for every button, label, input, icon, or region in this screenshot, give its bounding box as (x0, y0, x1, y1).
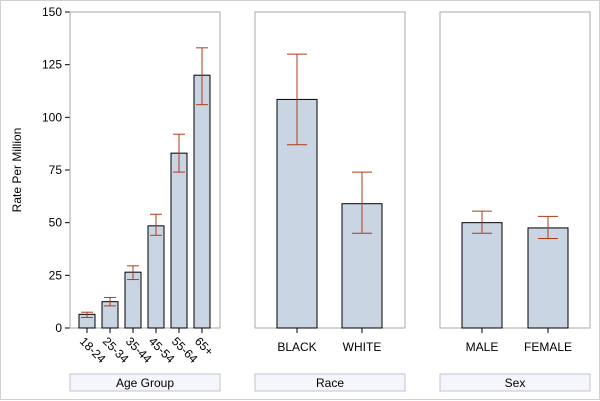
y-tick-label-100: 100 (42, 110, 62, 124)
panel-title-box-0 (69, 373, 221, 392)
y-tick-label-125: 125 (42, 58, 62, 72)
bar-65+ (193, 74, 211, 329)
panel-title-box-1 (254, 373, 406, 392)
panel-title-box-2 (439, 373, 591, 392)
y-tick-label-150: 150 (42, 5, 62, 19)
y-tick-label-0: 0 (55, 321, 62, 335)
bar-45-54 (147, 225, 165, 329)
panel-title-1: Race (316, 376, 344, 390)
panel-title-2: Sex (505, 376, 526, 390)
panel-frame-1 (254, 11, 406, 329)
bar-MALE (461, 222, 503, 329)
y-tick-label-25: 25 (49, 268, 63, 282)
x-tick-label-BLACK: BLACK (277, 340, 316, 354)
y-axis-label: Rate Per Million (10, 128, 24, 213)
y-tick-label-75: 75 (49, 163, 63, 177)
x-tick-label-MALE: MALE (466, 340, 499, 354)
x-tick-label-FEMALE: FEMALE (524, 340, 572, 354)
panel-title-0: Age Group (116, 376, 174, 390)
panel-frame-2 (439, 11, 591, 329)
panel-frame-0 (69, 11, 221, 329)
bar-FEMALE (527, 227, 569, 329)
bar-35-44 (124, 271, 142, 329)
y-tick-label-50: 50 (49, 216, 63, 230)
x-tick-label-WHITE: WHITE (343, 340, 382, 354)
bar-55-64 (170, 152, 188, 329)
